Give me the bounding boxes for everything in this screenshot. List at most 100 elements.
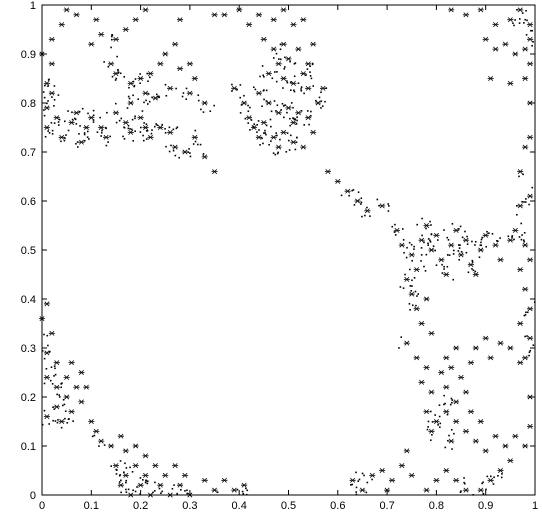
point-dot (526, 19, 528, 22)
point-mark (364, 208, 371, 214)
point-mark (403, 276, 410, 282)
point-dot (256, 123, 258, 126)
point-mark (418, 321, 425, 326)
point-dot (340, 194, 343, 197)
point-mark (186, 90, 193, 96)
point-dot (427, 238, 430, 240)
y-tick-label: 0.9 (21, 49, 36, 61)
point-dot (416, 295, 418, 297)
point-dot (264, 129, 266, 132)
point-dot (446, 413, 449, 416)
point-dot (53, 99, 56, 101)
point-dot (262, 89, 265, 92)
point-dot (523, 240, 526, 243)
x-tick-label: 0.4 (232, 500, 247, 512)
point-mark (73, 384, 80, 390)
point-dot (131, 118, 134, 121)
point-dot (51, 96, 53, 98)
point-mark (487, 355, 494, 361)
point-dot (132, 94, 134, 97)
point-dot (115, 473, 118, 475)
point-mark (112, 71, 120, 77)
point-mark (152, 463, 159, 469)
point-dot (350, 484, 352, 486)
point-dot (189, 155, 192, 158)
point-dot (137, 98, 140, 100)
point-dot (416, 223, 418, 226)
point-dot (87, 112, 89, 115)
point-dot (117, 71, 120, 74)
point-mark (270, 134, 277, 140)
point-dot (249, 129, 251, 131)
point-dot (187, 151, 190, 153)
point-dot (239, 112, 242, 114)
point-dot (524, 335, 526, 338)
point-dot (283, 116, 285, 119)
point-dot (429, 240, 432, 243)
point-dot (53, 365, 56, 367)
point-dot (528, 354, 530, 357)
point-mark (403, 448, 410, 454)
point-dot (131, 471, 134, 473)
point-mark (93, 17, 100, 23)
point-mark (157, 125, 164, 130)
point-dot (479, 244, 482, 246)
point-dot (444, 402, 446, 405)
point-dot (430, 224, 432, 226)
point-dot (125, 467, 128, 469)
point-mark (467, 409, 474, 415)
point-dot (100, 131, 103, 134)
point-dot (499, 237, 501, 239)
point-dot (324, 100, 326, 103)
point-dot (512, 22, 514, 24)
point-dot (459, 225, 462, 228)
point-mark (467, 262, 474, 268)
point-dot (295, 141, 298, 144)
point-dot (244, 117, 247, 120)
point-mark (152, 95, 159, 101)
point-mark (107, 443, 115, 449)
point-dot (411, 259, 413, 262)
point-dot (310, 110, 312, 113)
point-dot (486, 475, 489, 478)
point-dot (188, 148, 190, 150)
point-dot (66, 421, 69, 424)
point-mark (78, 139, 85, 145)
point-mark (181, 149, 189, 155)
point-dot (415, 304, 417, 307)
point-mark (433, 232, 440, 238)
point-dot (277, 151, 280, 154)
point-dot (413, 248, 415, 250)
point-dot (47, 79, 50, 81)
point-dot (99, 116, 101, 119)
point-dot (185, 98, 188, 100)
point-dot (518, 22, 521, 24)
point-mark (53, 384, 60, 390)
point-dot (521, 12, 524, 14)
point-dot (485, 245, 488, 248)
point-mark (117, 433, 124, 439)
point-dot (471, 261, 474, 263)
point-mark (290, 139, 297, 145)
point-dot (120, 491, 122, 494)
point-dot (493, 476, 495, 479)
point-mark (324, 169, 332, 175)
point-dot (47, 100, 49, 102)
point-dot (100, 135, 102, 137)
point-dot (364, 214, 366, 217)
point-dot (209, 110, 212, 112)
point-mark (270, 46, 277, 52)
point-mark (305, 61, 312, 67)
point-dot (278, 58, 280, 60)
point-dot (423, 265, 425, 268)
point-dot (93, 434, 96, 437)
point-mark (73, 110, 80, 116)
point-dot (123, 138, 126, 140)
point-dot (279, 48, 282, 51)
point-dot (284, 104, 286, 106)
point-dot (125, 479, 128, 482)
point-dot (49, 350, 51, 353)
point-dot (83, 139, 86, 142)
point-dot (297, 82, 300, 85)
point-dot (247, 104, 249, 107)
